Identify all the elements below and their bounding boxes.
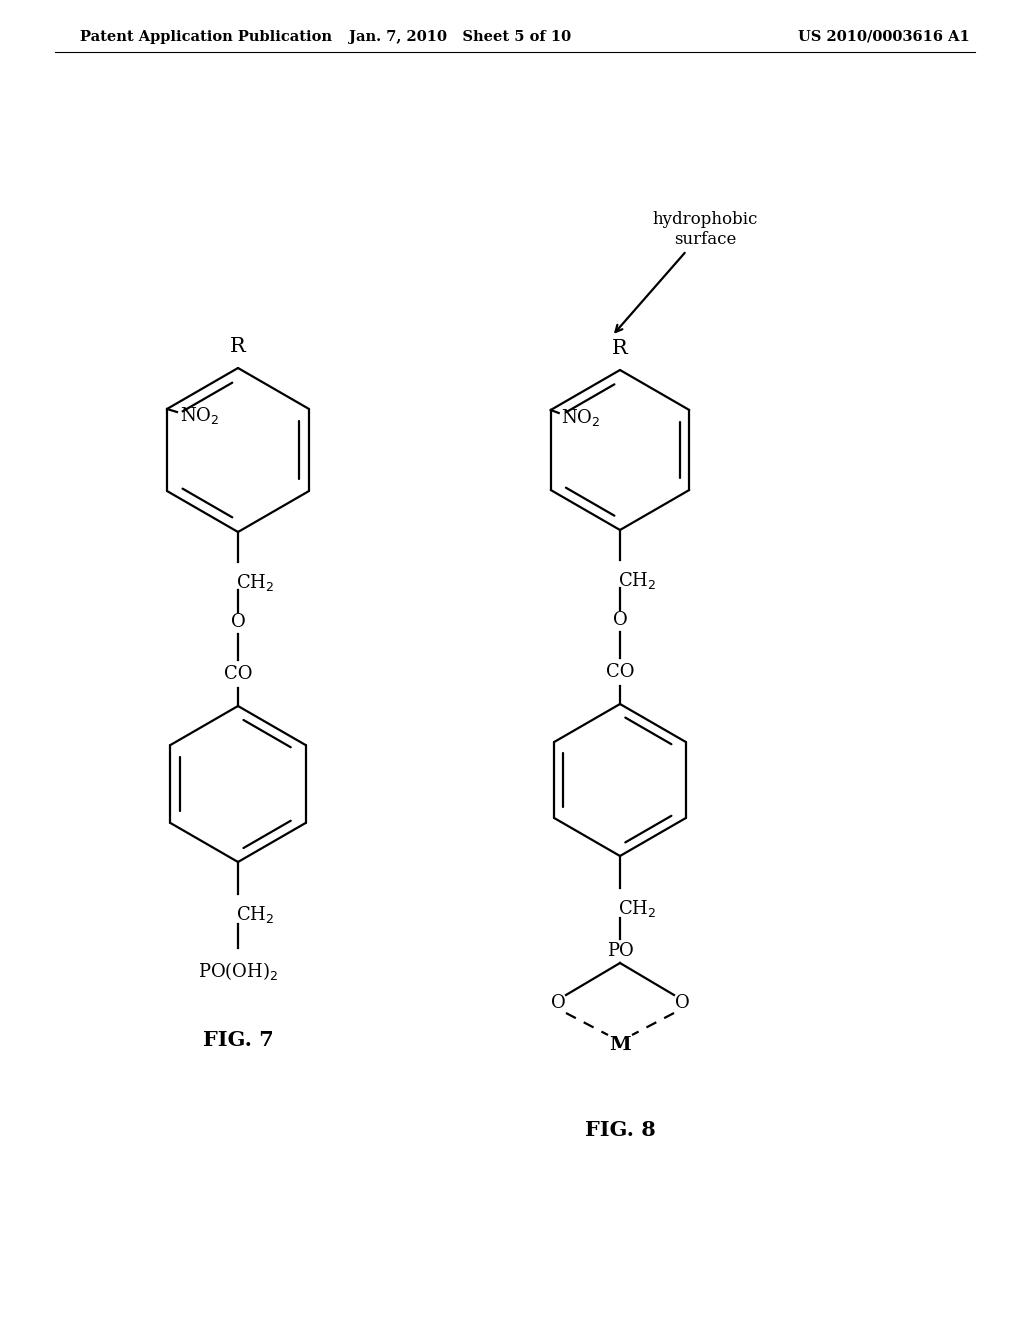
Text: O: O [612,611,628,630]
Text: US 2010/0003616 A1: US 2010/0003616 A1 [799,30,970,44]
Text: FIG. 8: FIG. 8 [585,1119,655,1140]
Text: M: M [609,1036,631,1053]
Text: R: R [612,339,628,358]
Text: CH$_2$: CH$_2$ [618,898,656,919]
Text: NO$_2$: NO$_2$ [180,405,219,426]
Text: O: O [551,994,565,1012]
Text: CH$_2$: CH$_2$ [236,904,274,925]
Text: FIG. 7: FIG. 7 [203,1030,273,1049]
Text: Patent Application Publication: Patent Application Publication [80,30,332,44]
Text: PO(OH)$_2$: PO(OH)$_2$ [198,960,279,982]
Text: CH$_2$: CH$_2$ [236,572,274,593]
Text: Jan. 7, 2010   Sheet 5 of 10: Jan. 7, 2010 Sheet 5 of 10 [349,30,571,44]
Text: O: O [230,612,246,631]
Text: CO: CO [224,665,252,682]
Text: R: R [230,337,246,356]
Text: O: O [675,994,689,1012]
Text: CO: CO [606,663,634,681]
Text: hydrophobic
surface: hydrophobic surface [615,211,758,333]
Text: CH$_2$: CH$_2$ [618,570,656,591]
Text: PO: PO [606,942,634,960]
Text: NO$_2$: NO$_2$ [561,407,600,428]
